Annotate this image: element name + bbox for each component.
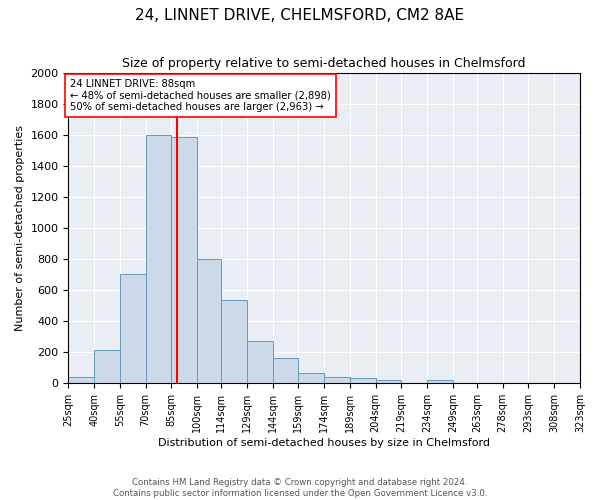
Y-axis label: Number of semi-detached properties: Number of semi-detached properties (15, 125, 25, 331)
Text: Contains HM Land Registry data © Crown copyright and database right 2024.
Contai: Contains HM Land Registry data © Crown c… (113, 478, 487, 498)
Bar (298, 373, 324, 383)
Bar (120, 274, 146, 383)
Bar (197, 259, 221, 383)
Bar (172, 136, 197, 383)
Bar (272, 358, 298, 383)
Bar (68, 376, 94, 383)
Bar (146, 135, 172, 383)
X-axis label: Distribution of semi-detached houses by size in Chelmsford: Distribution of semi-detached houses by … (158, 438, 490, 448)
Bar (350, 378, 376, 383)
Text: 24, LINNET DRIVE, CHELMSFORD, CM2 8AE: 24, LINNET DRIVE, CHELMSFORD, CM2 8AE (136, 8, 464, 22)
Bar (247, 341, 272, 383)
Bar (324, 378, 350, 383)
Bar (221, 300, 247, 383)
Bar (94, 350, 120, 383)
Bar (376, 380, 401, 383)
Title: Size of property relative to semi-detached houses in Chelmsford: Size of property relative to semi-detach… (122, 58, 526, 70)
Bar (427, 380, 453, 383)
Text: 24 LINNET DRIVE: 88sqm
← 48% of semi-detached houses are smaller (2,898)
50% of : 24 LINNET DRIVE: 88sqm ← 48% of semi-det… (70, 80, 331, 112)
